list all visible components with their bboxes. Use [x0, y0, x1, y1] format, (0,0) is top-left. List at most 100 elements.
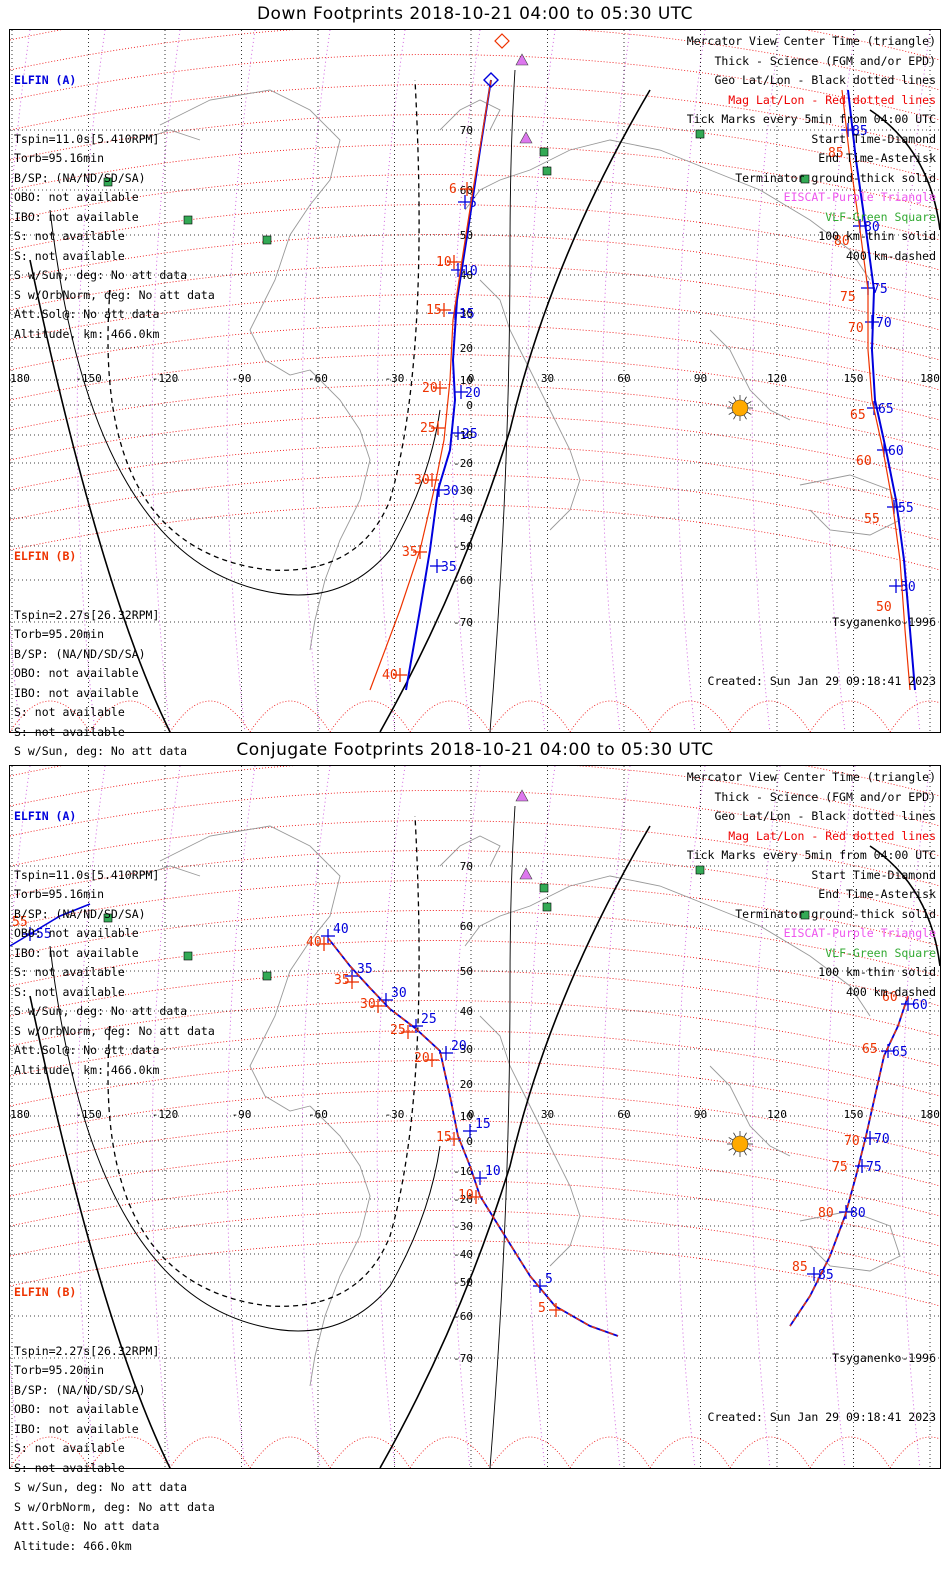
elfin-a-time-label: 30 — [443, 484, 459, 499]
mag-lat-line — [409, 1436, 491, 1468]
legend-item: Terminator ground-thick solid — [735, 906, 936, 921]
mag-lat-line — [649, 700, 731, 732]
vlf-square-icon — [262, 971, 272, 981]
elfin-b-time-label: 80 — [834, 234, 850, 249]
elfin-b-time-label: 65 — [850, 408, 866, 423]
elfin-a-time-label: 35 — [441, 560, 457, 575]
elfin-a-time-label: 80 — [864, 220, 880, 235]
mag-lon-line — [451, 766, 481, 1468]
terminator-100km — [49, 209, 441, 596]
coastline — [464, 875, 871, 1017]
elfin-b-track — [327, 937, 619, 1337]
mag-lat-line — [10, 54, 940, 121]
mag-lat-line — [409, 700, 491, 732]
elfin-a-info-line: S: not available — [14, 248, 125, 263]
mag-lon-line — [751, 766, 781, 1468]
legend-item: EISCAT-Purple Triangle — [783, 190, 936, 204]
elfin-b-info-line: Altitude: 466.0km — [14, 1538, 132, 1553]
elfin-b-track-east — [841, 89, 911, 691]
sun-ray — [746, 1147, 752, 1151]
elfin-b-time-label: 80 — [818, 1206, 834, 1221]
elfin-a-info-down: ELFIN (A) Tspin=11.0s[5.410RPM] Torb=95.1… — [14, 32, 215, 383]
legend-item: 100 km-thin solid — [818, 965, 936, 979]
elfin-b-info-line: Torb=95.20min — [14, 1363, 105, 1377]
eiscat-triangle-icon — [515, 53, 529, 66]
elfin-b-info-line: OBO: not available — [14, 1402, 139, 1416]
lon-tick-label: -120 — [152, 372, 179, 385]
vlf-square-icon — [800, 910, 810, 920]
mag-lon-line — [76, 766, 106, 1468]
elfin-a-info-line: S: not available — [14, 965, 125, 979]
elfin-a-info-line: Att.Sol@: No att data — [14, 1043, 160, 1057]
vlf-square-icon — [103, 177, 113, 187]
elfin-a-time-label: 25 — [462, 427, 478, 442]
mag-lat-line — [10, 910, 940, 977]
sun-ray — [743, 1150, 747, 1156]
mag-lat-line — [329, 1436, 411, 1468]
elfin-b-title: ELFIN (B) — [14, 1285, 77, 1299]
elfin-a-time-label: 80 — [850, 1206, 866, 1221]
elfin-b-time-label: 35 — [402, 545, 418, 560]
lat-tick-label: -40 — [453, 1248, 473, 1261]
vlf-square-icon — [539, 147, 549, 157]
lon-tick-label: -90 — [232, 1108, 252, 1121]
elfin-b-info-line: OBO: not available — [14, 666, 139, 680]
elfin-a-time-label: 75 — [872, 282, 888, 297]
elfin-a-time-label: 20 — [465, 386, 481, 401]
lon-tick-label: 180 — [10, 372, 30, 385]
legend-item: Geo Lat/Lon - Black dotted lines — [714, 73, 936, 87]
coastline — [799, 474, 901, 536]
lon-tick-label: 90 — [694, 372, 707, 385]
elfin-a-time-label: 60 — [888, 444, 904, 459]
elfin-b-info-line: S w/Sun, deg: No att data — [14, 744, 188, 758]
lat-tick-label: -60 — [453, 574, 473, 587]
elfin-a-info-line: OBO: not available — [14, 190, 139, 204]
sun-icon — [727, 1131, 753, 1157]
mag-lat-line — [10, 414, 940, 481]
lon-tick-label: -60 — [308, 1108, 328, 1121]
mag-lon-line — [751, 30, 781, 732]
vlf-square-icon — [103, 913, 113, 923]
elfin-a-time-label: 10 — [485, 1164, 501, 1179]
elfin-b-time-label: 70 — [848, 321, 864, 336]
elfin-a-track-east — [789, 995, 909, 1327]
elfin-a-time-label: 5 — [469, 196, 477, 211]
mag-lon-line — [601, 30, 631, 732]
elfin-a-info-line: B/SP: (NA/ND/SD/SA) — [14, 906, 146, 921]
elfin-b-info-line: S w/Sun, deg: No att data — [14, 1480, 188, 1494]
elfin-a-info-line: Altitude, km: 466.0km — [14, 1062, 160, 1077]
elfin-a-track-west — [10, 903, 91, 947]
elfin-b-time-label: 6 — [449, 182, 457, 197]
lat-tick-label: 30 — [460, 1043, 473, 1056]
elfin-a-time-label: 40 — [333, 922, 349, 937]
elfin-a-title: ELFIN (A) — [14, 809, 77, 823]
lon-tick-label: -90 — [232, 372, 252, 385]
elfin-a-time-label: 55 — [898, 501, 914, 516]
sun-icon — [727, 395, 753, 421]
mag-lat-line — [10, 174, 940, 241]
sun-ray — [733, 414, 737, 420]
legend-item: Mag Lat/Lon - Red dotted lines — [728, 92, 936, 107]
elfin-a-info-line: B/SP: (NA/ND/SD/SA) — [14, 170, 146, 185]
legend-item: Thick - Science (FGM and/or EPD) — [714, 789, 936, 804]
mag-lat-line — [169, 1436, 251, 1468]
lon-tick-label: 30 — [541, 372, 554, 385]
sun-ray — [743, 396, 747, 402]
elfin-a-time-label: 5 — [545, 1272, 553, 1287]
footer-down: Tsyganenko-1996 Created: Sun Jan 29 09:1… — [708, 574, 936, 730]
mag-lon-line — [151, 30, 181, 732]
elfin-a-track-east — [847, 89, 916, 691]
elfin-b-time-label: 55 — [12, 915, 28, 930]
mag-lat-line — [809, 700, 891, 732]
mag-lat-line — [89, 700, 171, 732]
lat-tick-label: 10 — [460, 374, 473, 387]
legend-item: Start Time-Diamond — [811, 867, 936, 882]
terminator-thick — [869, 109, 940, 231]
model-label: Tsyganenko-1996 — [832, 1351, 936, 1365]
mag-lat-line — [249, 1436, 331, 1468]
terminator-thick — [29, 995, 171, 1468]
mag-lon-line — [676, 30, 706, 732]
vlf-square-icon — [800, 174, 810, 184]
